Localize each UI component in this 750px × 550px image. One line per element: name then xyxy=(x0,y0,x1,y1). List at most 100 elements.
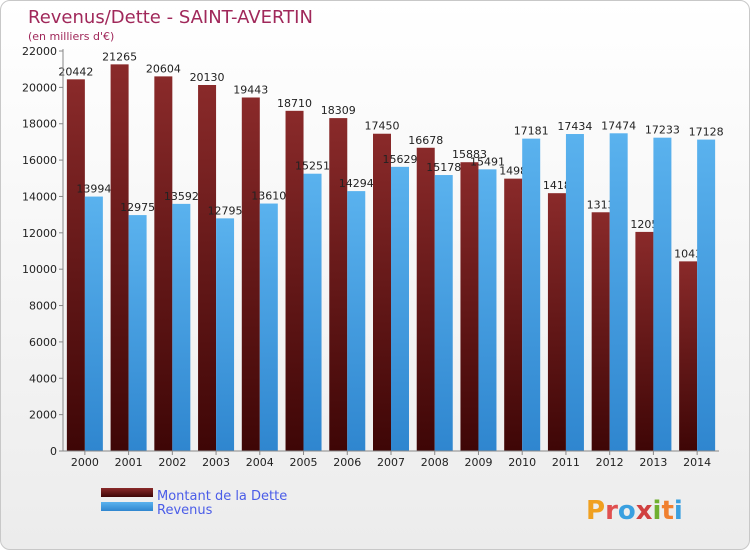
y-tick-label: 14000 xyxy=(22,190,57,203)
legend-label-debt: Montant de la Dette xyxy=(157,489,287,504)
x-tick-label: 2011 xyxy=(552,456,580,469)
bar-debt-value-label: 20604 xyxy=(146,62,181,75)
bar-debt xyxy=(110,64,129,451)
bar-revenus xyxy=(172,203,191,451)
bar-revenus xyxy=(347,191,366,452)
x-tick-label: 2007 xyxy=(377,456,405,469)
bar-debt xyxy=(154,76,173,451)
x-tick-label: 2012 xyxy=(596,456,624,469)
bar-debt-value-label: 19443 xyxy=(233,83,268,96)
bar-revenus-value-label: 12975 xyxy=(120,201,155,214)
x-tick-label: 2004 xyxy=(246,456,274,469)
y-tick-label: 10000 xyxy=(22,263,57,276)
x-axis: 2000 2001 2002 2003 2004 2005 2006 2007 2008 2009… xyxy=(71,451,711,469)
x-tick-label: 2005 xyxy=(290,456,318,469)
logo-text: Proxiti xyxy=(586,496,683,526)
y-tick-label: 18000 xyxy=(22,118,57,131)
y-axis: 0 2000 4000 6000 8000 10000 12000 14000 16000 180… xyxy=(22,45,63,458)
bar-revenus xyxy=(697,139,716,451)
bar-revenus xyxy=(391,166,409,451)
bar-revenus-value-label: 14294 xyxy=(339,177,374,190)
bar-debt-value-label: 20130 xyxy=(190,71,225,84)
legend-swatch-debt xyxy=(101,488,153,497)
bar-revenus xyxy=(653,137,672,451)
bar-revenus-value-label: 17434 xyxy=(557,120,592,133)
chart-title: Revenus/Dette - SAINT-AVERTIN xyxy=(28,7,313,28)
bar-debt-value-label: 1498 xyxy=(499,165,527,178)
y-tick-label: 6000 xyxy=(29,336,57,349)
bar-revenus xyxy=(84,196,103,451)
x-tick-label: 2008 xyxy=(421,456,449,469)
bar-revenus-value-label: 17181 xyxy=(514,125,549,138)
y-tick-label: 2000 xyxy=(29,409,57,422)
x-tick-label: 2002 xyxy=(158,456,186,469)
x-tick-label: 2009 xyxy=(464,456,492,469)
x-tick-label: 2003 xyxy=(202,456,230,469)
x-tick-label: 2000 xyxy=(71,456,99,469)
x-tick-label: 2013 xyxy=(639,456,667,469)
legend-label-revenus: Revenus xyxy=(157,503,213,518)
bar-revenus-value-label: 15629 xyxy=(383,153,418,166)
bar-debt-value-label: 1043 xyxy=(674,247,702,260)
bar-revenus xyxy=(565,134,584,451)
bar-debt xyxy=(460,162,479,451)
chart-subtitle: (en milliers d'€) xyxy=(28,30,114,43)
bar-debt xyxy=(635,231,654,451)
bar-debt-value-label: 18710 xyxy=(277,97,312,110)
bar-revenus xyxy=(609,133,628,452)
x-tick-label: 2010 xyxy=(508,456,536,469)
bar-revenus xyxy=(128,215,147,451)
bar-revenus-value-label: 13592 xyxy=(164,190,199,203)
bar-revenus xyxy=(216,218,235,451)
bar-debt xyxy=(591,212,610,451)
bar-revenus-value-label: 15251 xyxy=(295,160,330,173)
y-tick-label: 16000 xyxy=(22,154,57,167)
bar-debt xyxy=(547,193,566,451)
bar-debt xyxy=(241,97,260,451)
bar-debt-value-label: 15883 xyxy=(452,148,487,161)
x-tick-label: 2001 xyxy=(115,456,143,469)
bar-revenus-value-label: 12795 xyxy=(208,204,243,217)
bar-debt-value-label: 1205 xyxy=(630,218,658,231)
bar-revenus xyxy=(259,203,278,451)
y-tick-label: 12000 xyxy=(22,227,57,240)
bar-revenus-value-label: 13994 xyxy=(76,183,111,196)
bar-debt xyxy=(416,147,435,451)
bar-revenus-value-label: 17128 xyxy=(689,126,724,139)
bar-revenus xyxy=(303,173,322,451)
bar-revenus-value-label: 17474 xyxy=(601,119,636,132)
bar-debt xyxy=(373,133,391,451)
bar-revenus-value-label: 17233 xyxy=(645,124,680,137)
bar-debt xyxy=(66,79,85,451)
y-tick-label: 20000 xyxy=(22,81,57,94)
bar-debt xyxy=(679,261,698,451)
legend-swatch-revenus xyxy=(101,502,153,511)
bar-debt xyxy=(198,85,217,451)
y-tick-label: 0 xyxy=(50,445,57,458)
bar-debt-value-label: 1313 xyxy=(587,198,615,211)
y-tick-label: 22000 xyxy=(22,45,57,58)
bar-debt-value-label: 18309 xyxy=(321,104,356,117)
bar-revenus-value-label: 13610 xyxy=(251,190,286,203)
bar-debt xyxy=(329,118,348,451)
legend: Montant de la Dette Revenus xyxy=(101,488,287,518)
x-tick-label: 2014 xyxy=(683,456,711,469)
bar-debt-value-label: 17450 xyxy=(365,120,400,133)
proxiti-logo: Proxiti xyxy=(586,496,683,526)
bar-debt xyxy=(285,110,304,452)
bar-revenus xyxy=(478,169,497,451)
y-tick-label: 8000 xyxy=(29,300,57,313)
bar-debt-value-label: 21265 xyxy=(102,50,137,63)
bar-debt-value-label: 1418 xyxy=(543,179,571,192)
bar-revenus-value-label: 15178 xyxy=(426,161,461,174)
bar-debt-value-label: 16678 xyxy=(408,134,443,147)
x-tick-label: 2006 xyxy=(333,456,361,469)
bar-revenus xyxy=(522,138,541,452)
bars-group: 20442 13994 21265 12975 20604 13592 20130 12795… xyxy=(58,50,724,452)
bar-revenus-value-label: 15491 xyxy=(470,155,505,168)
bar-debt xyxy=(504,178,523,452)
bar-revenus xyxy=(434,175,453,451)
bar-debt-value-label: 20442 xyxy=(58,65,93,78)
